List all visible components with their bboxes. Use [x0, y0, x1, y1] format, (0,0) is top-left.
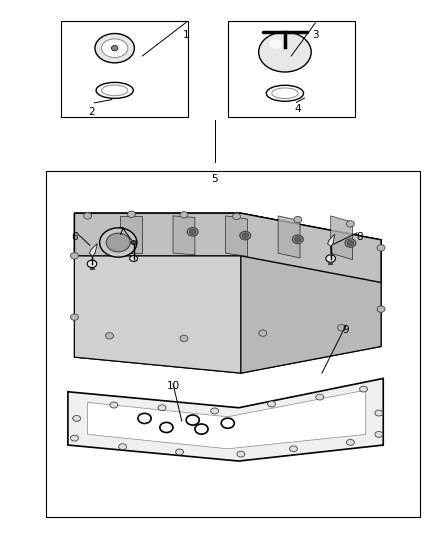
Ellipse shape — [338, 325, 346, 331]
Ellipse shape — [237, 451, 245, 457]
Ellipse shape — [316, 394, 324, 400]
Ellipse shape — [180, 212, 188, 218]
Ellipse shape — [102, 85, 128, 96]
Ellipse shape — [110, 402, 118, 408]
Polygon shape — [331, 216, 353, 260]
Polygon shape — [88, 390, 366, 449]
Ellipse shape — [360, 386, 367, 392]
Ellipse shape — [377, 245, 385, 251]
Polygon shape — [120, 216, 142, 253]
Ellipse shape — [259, 32, 311, 72]
Text: 9: 9 — [343, 326, 350, 335]
Polygon shape — [173, 216, 195, 255]
FancyArrow shape — [328, 235, 335, 247]
Ellipse shape — [106, 333, 113, 339]
Text: 6: 6 — [71, 232, 78, 242]
Text: 10: 10 — [166, 382, 180, 391]
Text: 5: 5 — [211, 174, 218, 183]
Ellipse shape — [375, 432, 383, 437]
Polygon shape — [68, 378, 383, 461]
Polygon shape — [74, 213, 381, 282]
Ellipse shape — [272, 88, 298, 99]
Ellipse shape — [84, 213, 92, 219]
Ellipse shape — [187, 228, 198, 236]
Ellipse shape — [102, 39, 128, 58]
Ellipse shape — [326, 255, 336, 262]
Ellipse shape — [73, 416, 81, 421]
Ellipse shape — [242, 233, 249, 238]
Ellipse shape — [111, 45, 118, 51]
Ellipse shape — [87, 260, 97, 268]
Bar — [46, 171, 420, 517]
Ellipse shape — [259, 330, 267, 336]
Bar — [228, 21, 355, 117]
Ellipse shape — [293, 235, 304, 244]
Text: 3: 3 — [312, 30, 319, 39]
Ellipse shape — [95, 34, 134, 63]
Ellipse shape — [158, 405, 166, 410]
Ellipse shape — [294, 216, 302, 223]
Ellipse shape — [270, 39, 283, 49]
Ellipse shape — [211, 408, 219, 414]
Ellipse shape — [71, 253, 78, 259]
Text: 8: 8 — [356, 232, 363, 242]
Polygon shape — [74, 213, 241, 373]
Ellipse shape — [346, 439, 354, 446]
Ellipse shape — [345, 239, 356, 247]
Ellipse shape — [176, 449, 184, 455]
Ellipse shape — [71, 435, 78, 441]
Ellipse shape — [294, 237, 301, 242]
Ellipse shape — [290, 446, 297, 452]
Ellipse shape — [131, 240, 136, 245]
Polygon shape — [241, 213, 381, 373]
Ellipse shape — [377, 306, 385, 312]
Text: 1: 1 — [183, 30, 190, 39]
Ellipse shape — [346, 221, 354, 227]
Bar — [61, 21, 188, 117]
Ellipse shape — [71, 314, 78, 320]
Polygon shape — [226, 216, 247, 256]
Text: 4: 4 — [294, 104, 301, 114]
Ellipse shape — [100, 228, 137, 257]
Ellipse shape — [119, 443, 127, 450]
Ellipse shape — [240, 231, 251, 240]
Ellipse shape — [233, 213, 240, 220]
Ellipse shape — [180, 335, 188, 342]
Text: 2: 2 — [88, 107, 95, 117]
Ellipse shape — [106, 233, 131, 252]
FancyArrow shape — [89, 244, 97, 256]
Polygon shape — [278, 216, 300, 258]
Ellipse shape — [189, 229, 196, 235]
Text: 7: 7 — [117, 227, 124, 237]
Ellipse shape — [127, 211, 135, 217]
Ellipse shape — [347, 240, 354, 246]
Ellipse shape — [130, 255, 138, 262]
Polygon shape — [74, 213, 381, 373]
Ellipse shape — [268, 401, 276, 407]
Ellipse shape — [375, 410, 383, 416]
